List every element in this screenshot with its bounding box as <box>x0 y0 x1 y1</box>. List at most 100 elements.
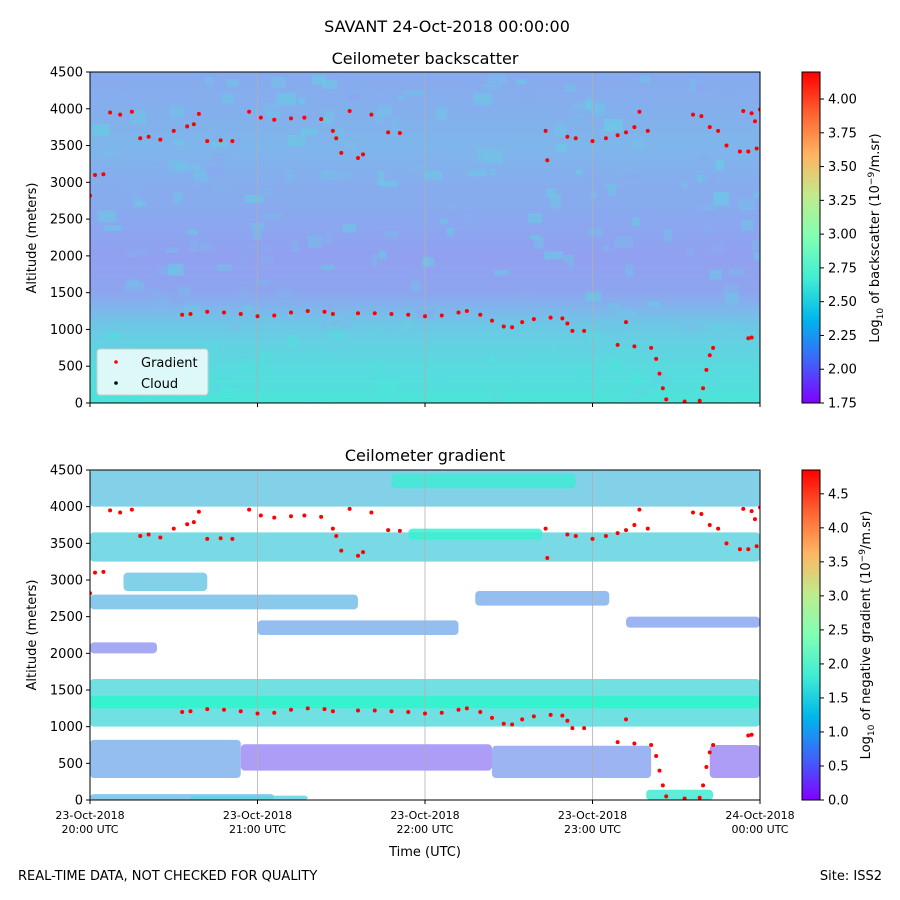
legend-cloud-marker <box>114 381 118 385</box>
texture-patch <box>179 163 200 171</box>
gradient-point <box>632 523 637 527</box>
texture-patch <box>410 265 427 275</box>
gradient-point <box>397 131 402 136</box>
texture-patch <box>263 212 283 219</box>
texture-patch <box>550 195 562 209</box>
texture-patch <box>183 304 200 317</box>
site-label: Site: ISS2 <box>819 869 882 884</box>
gradient-point <box>660 386 665 391</box>
gradient-point <box>289 707 293 712</box>
gradient-point <box>356 708 360 713</box>
texture-patch <box>147 288 163 296</box>
texture-patch <box>587 330 602 341</box>
backscatter-gradient-points <box>90 107 760 403</box>
texture-patch <box>202 341 220 354</box>
texture-patch <box>114 191 124 197</box>
gradient-point <box>386 528 391 533</box>
texture-patch <box>244 305 253 311</box>
gradient-band <box>408 528 543 540</box>
texture-patch <box>341 318 354 328</box>
texture-patch <box>648 80 656 85</box>
gradient-point <box>305 706 310 711</box>
texture-patch <box>287 134 306 147</box>
x-tick-label: 23-Oct-2018 <box>55 809 124 822</box>
texture-patch <box>91 124 110 136</box>
colorbar-tick-label: 3.0 <box>828 589 849 604</box>
texture-patch <box>446 228 455 236</box>
texture-patch <box>288 139 300 146</box>
texture-patch <box>379 181 398 187</box>
texture-patch <box>608 184 616 196</box>
colorbar-label-part: Log <box>859 736 874 759</box>
gradient-point <box>238 311 243 316</box>
gradient-point <box>389 709 394 714</box>
gradient-point <box>361 152 366 157</box>
colorbar-label-part: of negative gradient (10 <box>859 562 874 724</box>
gradient-band <box>626 616 760 628</box>
gradient-point <box>188 311 193 316</box>
texture-patch <box>263 102 280 111</box>
gradient-point <box>749 335 754 340</box>
x-tick-label: 21:00 UTC <box>229 823 286 836</box>
texture-patch <box>347 93 360 101</box>
texture-patch <box>99 395 115 401</box>
texture-patch <box>567 114 584 125</box>
gradient-point <box>746 547 751 552</box>
texture-patch <box>171 295 182 305</box>
gradient-point <box>319 514 324 519</box>
gradient-point <box>423 314 427 319</box>
texture-patch <box>298 97 305 105</box>
gradient-point <box>218 138 223 143</box>
texture-patch <box>529 234 541 240</box>
gradient-point <box>645 526 650 531</box>
gradient-point <box>330 709 335 714</box>
gradient-point <box>570 328 575 333</box>
texture-patch <box>663 228 673 242</box>
texture-patch <box>411 280 420 292</box>
gradient-point <box>754 544 759 549</box>
texture-patch <box>725 323 741 332</box>
texture-patch <box>160 397 177 403</box>
gradient-point <box>501 324 506 329</box>
texture-patch <box>131 392 138 403</box>
texture-patch <box>619 346 635 355</box>
gradient-point <box>439 313 444 318</box>
gradient-point <box>565 718 570 723</box>
gradient-point <box>406 710 411 714</box>
texture-patch <box>706 375 721 387</box>
texture-patch <box>553 124 567 137</box>
texture-patch <box>496 184 508 196</box>
gradient-point <box>138 136 143 141</box>
gradient-point <box>741 506 746 511</box>
gradient-point <box>423 711 427 716</box>
colorbar-tick-label: 2.75 <box>828 261 857 276</box>
colorbar-tick-label: 3.00 <box>828 228 857 243</box>
gradient-point <box>615 342 620 347</box>
texture-patch <box>753 251 760 261</box>
gradient-point <box>129 507 134 512</box>
gradient-point <box>707 353 712 358</box>
texture-patch <box>404 90 424 96</box>
texture-patch <box>723 284 739 298</box>
texture-patch <box>216 264 233 272</box>
texture-patch <box>329 331 346 339</box>
y-tick-label: 3500 <box>50 537 83 552</box>
x-tick-label: 23:00 UTC <box>564 823 621 836</box>
gradient-point <box>632 741 637 746</box>
gradient-point <box>222 707 226 712</box>
texture-patch <box>356 313 363 320</box>
texture-patch <box>249 401 260 403</box>
texture-patch <box>232 138 240 151</box>
texture-patch <box>386 398 404 403</box>
texture-patch <box>521 92 536 105</box>
gradient-point <box>272 710 277 715</box>
texture-patch <box>325 306 333 312</box>
texture-patch <box>693 368 705 373</box>
texture-patch <box>528 213 542 224</box>
texture-patch <box>235 354 253 360</box>
colorbar-tick-label: 1.0 <box>828 725 849 740</box>
gradient-point <box>548 315 553 320</box>
texture-patch <box>320 264 335 270</box>
gradient-point <box>746 336 751 341</box>
